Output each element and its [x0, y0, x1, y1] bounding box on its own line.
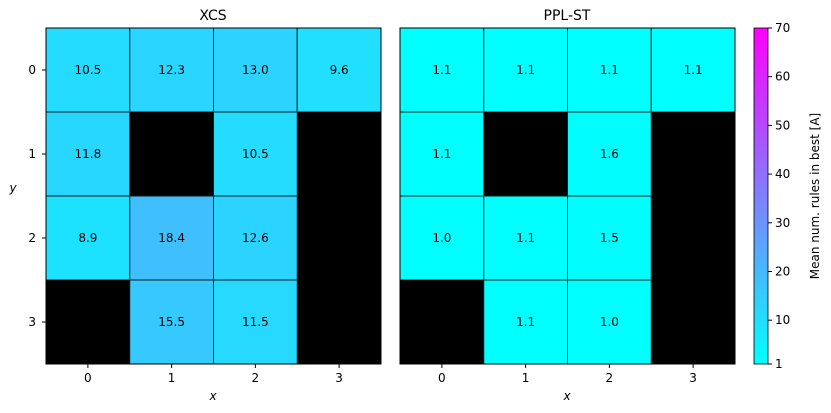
ppl-st-cell-r2-c0 — [399, 195, 485, 281]
ppl-st-plot-frame — [399, 27, 736, 365]
xcs-cell-r0-c3 — [296, 27, 382, 113]
xcs-cell-label-r1-c2: 10.5 — [242, 147, 269, 161]
xcs-cell-r2-c3 — [297, 196, 381, 280]
ppl-st-cell-label-r0-c2: 1.1 — [600, 63, 619, 77]
xcs-y-tick-label-0: 0 — [28, 63, 36, 77]
xcs-x-tick-label-3: 3 — [335, 371, 343, 385]
xcs-cell-label-r1-c0: 11.8 — [75, 147, 102, 161]
xcs-cell-r1-c0 — [45, 111, 131, 197]
xcs-x-tick-label-1: 1 — [168, 371, 176, 385]
xcs-cell-r3-c0 — [46, 280, 130, 364]
xcs-title: XCS — [199, 8, 226, 24]
ppl-st-cell-r3-c3 — [651, 280, 735, 364]
ppl-st-cell-label-r0-c0: 1.1 — [432, 63, 451, 77]
ppl-st-cell-label-r1-c2: 1.6 — [600, 147, 619, 161]
colorbar-ticks: 1 10 20 30 40 50 60 70 — [768, 21, 790, 371]
ppl-st-cell-r1-c0 — [399, 111, 485, 197]
ppl-st-cell-r3-c0 — [400, 280, 484, 364]
xcs-y-ticks: 0 1 2 3 — [28, 63, 46, 329]
colorbar-tick-label-5: 50 — [775, 118, 790, 132]
xcs-cell-label-r0-c0: 10.5 — [75, 63, 102, 77]
xcs-cell-r3-c3 — [297, 280, 381, 364]
xcs-cell-r2-c1 — [129, 195, 214, 281]
ppl-st-cell-r0-c1 — [483, 27, 568, 113]
xcs-cell-r0-c1 — [129, 27, 214, 113]
colorbar-tick-label-0: 1 — [775, 357, 783, 371]
ppl-st-x-axis-label: x — [562, 389, 571, 403]
xcs-x-ticks: 0 1 2 3 — [84, 364, 343, 385]
ppl-st-cell-label-r0-c3: 1.1 — [684, 63, 703, 77]
xcs-cell-r3-c1 — [129, 279, 214, 365]
colorbar: 1 10 20 30 40 50 60 70 Mean num. rules in best … — [753, 21, 822, 371]
xcs-x-tick-label-2: 2 — [252, 371, 260, 385]
xcs-cell-label-r0-c3: 9.6 — [330, 63, 349, 77]
xcs-y-tick-label-1: 1 — [28, 147, 36, 161]
xcs-cell-label-r0-c1: 12.3 — [158, 63, 185, 77]
ppl-st-cell-label-r3-c2: 1.0 — [600, 315, 619, 329]
ppl-st-x-ticks: 0 1 2 3 — [438, 364, 697, 385]
xcs-cell-label-r2-c0: 8.9 — [78, 231, 97, 245]
ppl-st-cell-label-r2-c0: 1.0 — [432, 231, 451, 245]
xcs-cell-r1-c1 — [129, 112, 214, 196]
xcs-cell-r1-c2 — [213, 111, 298, 197]
ppl-st-cell-label-r0-c1: 1.1 — [516, 63, 535, 77]
ppl-st-x-tick-label-1: 1 — [522, 371, 530, 385]
colorbar-tick-label-2: 20 — [775, 264, 790, 278]
xcs-cell-label-r3-c1: 15.5 — [158, 315, 185, 329]
ppl-st-cell-r2-c3 — [651, 196, 735, 280]
ppl-st-x-tick-label-2: 2 — [606, 371, 614, 385]
ppl-st-cell-r0-c3 — [650, 27, 736, 113]
ppl-st-cell-label-r1-c0: 1.1 — [432, 147, 451, 161]
xcs-cell-label-r2-c1: 18.4 — [158, 231, 185, 245]
ppl-st-cell-label-r2-c1: 1.1 — [516, 231, 535, 245]
colorbar-tick-label-7: 70 — [775, 21, 790, 35]
xcs-x-axis-label: x — [208, 389, 217, 403]
xcs-y-tick-label-2: 2 — [28, 231, 36, 245]
ppl-st-cells: 1.1 1.1 1.1 1.1 1.1 1.6 1.0 1.1 1.5 1.1 1.0 — [399, 27, 736, 365]
xcs-cell-r0-c0 — [45, 27, 131, 113]
ppl-st-title: PPL-ST — [544, 8, 591, 24]
ppl-st-x-tick-label-3: 3 — [689, 371, 697, 385]
xcs-y-axis-label: y — [8, 181, 17, 195]
colorbar-tick-label-1: 10 — [775, 313, 790, 327]
xcs-x-tick-label-0: 0 — [84, 371, 92, 385]
colorbar-label: Mean num. rules in best [A] — [808, 113, 822, 279]
colorbar-tick-label-3: 30 — [775, 216, 790, 230]
ppl-st-cell-r1-c3 — [651, 112, 735, 196]
colorbar-ramp — [753, 27, 769, 365]
xcs-cell-label-r0-c2: 13.0 — [242, 63, 269, 77]
ppl-st-cell-label-r2-c2: 1.5 — [600, 231, 619, 245]
xcs-cell-r1-c3 — [297, 112, 381, 196]
ppl-st-cell-label-r3-c1: 1.1 — [516, 315, 535, 329]
ppl-st-cell-r2-c2 — [567, 195, 652, 281]
colorbar-tick-label-6: 60 — [775, 70, 790, 84]
xcs-cell-label-r2-c2: 12.6 — [242, 231, 269, 245]
xcs-cell-label-r3-c2: 11.5 — [242, 315, 269, 329]
xcs-y-tick-label-3: 3 — [28, 315, 36, 329]
ppl-st-x-tick-label-0: 0 — [438, 371, 446, 385]
ppl-st-cell-r1-c1 — [483, 112, 568, 196]
xcs-cells: 10.5 12.3 13.0 9.6 11.8 10.5 8.9 18.4 12.6 15.5 11… — [45, 27, 382, 365]
colorbar-tick-label-4: 40 — [775, 167, 790, 181]
ppl-st-cell-r3-c1 — [483, 279, 568, 365]
ppl-st-cell-r0-c2 — [567, 27, 652, 113]
heatmap-ppl-st-panel: PPL-ST 1.1 1.1 1.1 1.1 1.1 1.6 1.0 1.1 1.5 1.1 1.0… — [399, 8, 736, 403]
ppl-st-cell-r2-c1 — [483, 195, 568, 281]
ppl-st-cell-r1-c2 — [567, 111, 652, 197]
heatmap-xcs-panel: XCS 10.5 12.3 13.0 9.6 11.8 10.5 8.9 18.4 12.6 15… — [8, 8, 382, 403]
xcs-plot-frame — [45, 27, 382, 365]
